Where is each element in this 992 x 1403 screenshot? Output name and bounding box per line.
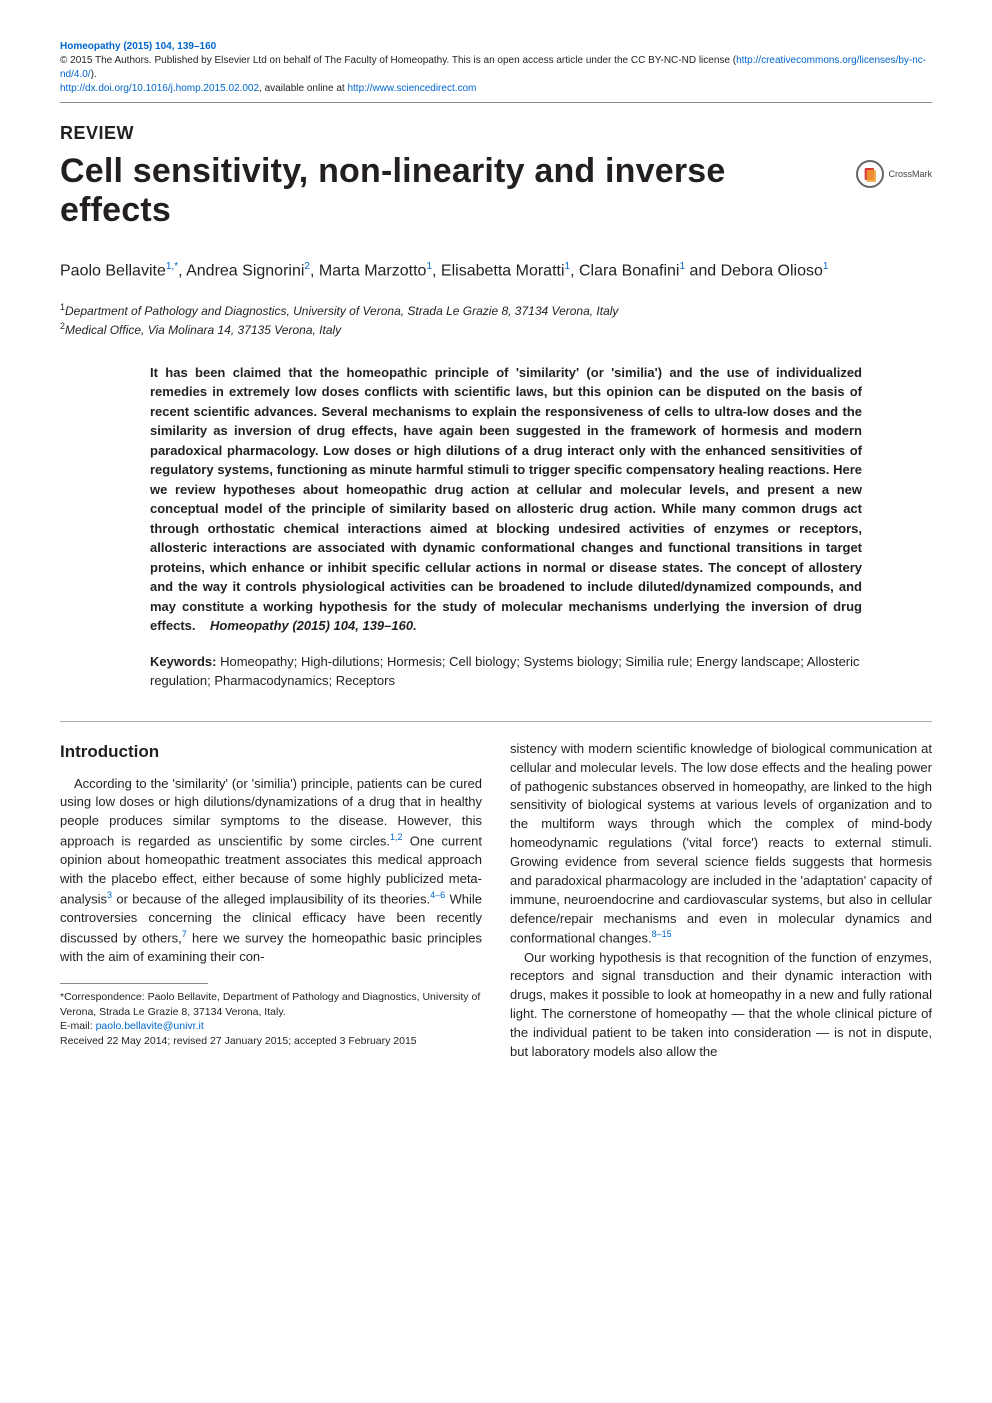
affil-1-text: Department of Pathology and Diagnostics,…: [65, 304, 618, 318]
title-row: Cell sensitivity, non-linearity and inve…: [60, 152, 932, 230]
left-column: Introduction According to the 'similarit…: [60, 740, 482, 1062]
history-footnote: Received 22 May 2014; revised 27 January…: [60, 1034, 482, 1049]
email-label: E-mail:: [60, 1020, 96, 1032]
keywords-block: Keywords: Homeopathy; High-dilutions; Ho…: [150, 652, 862, 691]
abstract-body: It has been claimed that the homeopathic…: [150, 365, 862, 634]
author-3: , Marta Marzotto: [310, 263, 426, 280]
intro-text-1c: or because of the alleged implausibility…: [112, 891, 430, 906]
author-2: , Andrea Signorini: [178, 263, 304, 280]
abstract-citation: Homeopathy (2015) 104, 139–160.: [210, 618, 417, 633]
footnote-rule: [60, 983, 208, 984]
keywords-list: Homeopathy; High-dilutions; Hormesis; Ce…: [150, 654, 860, 689]
crossmark-label: CrossMark: [888, 169, 932, 179]
doi-line: http://dx.doi.org/10.1016/j.homp.2015.02…: [60, 82, 932, 96]
ref-4-6[interactable]: 4–6: [430, 890, 445, 900]
journal-citation: Homeopathy (2015) 104, 139–160: [60, 40, 932, 54]
article-title: Cell sensitivity, non-linearity and inve…: [60, 152, 844, 230]
keywords-label: Keywords:: [150, 654, 216, 669]
abstract-rule: [60, 721, 932, 722]
article-type-label: REVIEW: [60, 123, 932, 144]
author-6: and Debora Olioso: [685, 263, 823, 280]
affil-2-text: Medical Office, Via Molinara 14, 37135 V…: [65, 323, 341, 337]
affiliation-2: 2Medical Office, Via Molinara 14, 37135 …: [60, 320, 932, 339]
author-4: , Elisabetta Moratti: [432, 263, 565, 280]
abstract-text: It has been claimed that the homeopathic…: [150, 363, 862, 636]
intro-para-2: Our working hypothesis is that recogniti…: [510, 949, 932, 1062]
author-1-affil: 1,: [166, 261, 174, 272]
copyright-suffix: ).: [91, 69, 97, 80]
ref-8-15[interactable]: 8–15: [652, 929, 672, 939]
affiliation-1: 1Department of Pathology and Diagnostics…: [60, 301, 932, 320]
crossmark-icon: [856, 160, 884, 188]
intro-para-1: According to the 'similarity' (or 'simil…: [60, 775, 482, 967]
abstract-block: It has been claimed that the homeopathic…: [150, 363, 862, 691]
corr-email-link[interactable]: paolo.bellavite@univr.it: [96, 1020, 204, 1032]
correspondence-footnote: *Correspondence: Paolo Bellavite, Depart…: [60, 990, 482, 1019]
affiliations: 1Department of Pathology and Diagnostics…: [60, 301, 932, 339]
doi-mid: , available online at: [259, 83, 347, 94]
intro-para-1-cont: sistency with modern scientific knowledg…: [510, 740, 932, 949]
header-rule: [60, 102, 932, 103]
doi-link[interactable]: http://dx.doi.org/10.1016/j.homp.2015.02…: [60, 83, 259, 94]
copyright-prefix: © 2015 The Authors. Published by Elsevie…: [60, 55, 736, 66]
sciencedirect-link[interactable]: http://www.sciencedirect.com: [347, 83, 476, 94]
author-5: , Clara Bonafini: [570, 263, 679, 280]
intro-text-r2a: Our working hypothesis is that recogniti…: [510, 950, 932, 1059]
right-column: sistency with modern scientific knowledg…: [510, 740, 932, 1062]
introduction-heading: Introduction: [60, 740, 482, 765]
corr-label: *Correspondence:: [60, 991, 148, 1003]
email-footnote: E-mail: paolo.bellavite@univr.it: [60, 1019, 482, 1034]
author-list: Paolo Bellavite1,*, Andrea Signorini2, M…: [60, 260, 932, 283]
intro-text-r1a: sistency with modern scientific knowledg…: [510, 741, 932, 946]
ref-1-2[interactable]: 1,2: [390, 832, 403, 842]
body-columns: Introduction According to the 'similarit…: [60, 740, 932, 1062]
author-1: Paolo Bellavite: [60, 263, 166, 280]
copyright-line: © 2015 The Authors. Published by Elsevie…: [60, 54, 932, 82]
crossmark-badge[interactable]: CrossMark: [856, 160, 932, 188]
journal-header: Homeopathy (2015) 104, 139–160 © 2015 Th…: [60, 40, 932, 96]
author-6-affil: 1: [823, 261, 829, 272]
